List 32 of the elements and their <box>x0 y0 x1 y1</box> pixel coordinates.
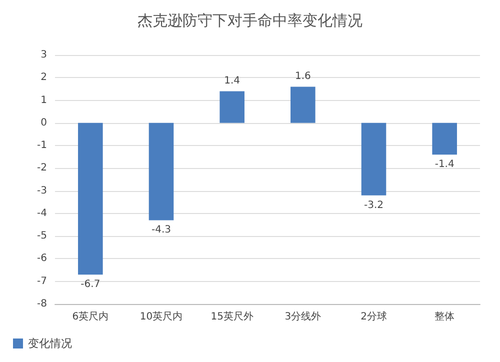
x-tick-label: 3分线外 <box>284 310 322 322</box>
y-tick-label: -7 <box>37 276 47 287</box>
x-tick-label: 6英尺内 <box>72 310 109 322</box>
bar <box>290 86 316 123</box>
data-label: 1.4 <box>224 76 240 87</box>
data-label: 1.6 <box>294 71 311 82</box>
y-tick-label: -5 <box>37 230 47 242</box>
y-tick-label: -4 <box>37 208 47 219</box>
data-label: -4.3 <box>151 224 172 236</box>
bar <box>432 122 457 155</box>
x-tick-label: 10英尺内 <box>140 310 183 322</box>
y-tick-label: 2 <box>40 72 47 84</box>
y-tick-label: -3 <box>37 185 47 196</box>
x-tick-label: 整体 <box>434 310 455 322</box>
x-tick-label: 15英尺外 <box>210 310 254 322</box>
y-tick-label: 1 <box>40 94 47 106</box>
bar <box>78 122 103 275</box>
y-tick-label: -2 <box>37 162 47 174</box>
y-tick-label: 3 <box>40 50 47 60</box>
y-tick-label: 0 <box>40 117 47 128</box>
y-tick-label: -8 <box>37 298 47 310</box>
legend-label: 变化情况 <box>28 337 72 350</box>
bar <box>220 91 244 123</box>
data-label: -6.7 <box>80 279 100 290</box>
bar <box>361 122 386 196</box>
y-tick-label: -6 <box>37 253 47 264</box>
data-label: -1.4 <box>434 159 454 170</box>
x-tick-label: 2分球 <box>360 310 387 322</box>
y-tick-label: -1 <box>37 140 47 152</box>
chart-title: 杰克逊防守下对手命中率变化情况 <box>138 12 362 30</box>
data-label: -3.2 <box>364 200 384 211</box>
bar <box>148 122 174 220</box>
